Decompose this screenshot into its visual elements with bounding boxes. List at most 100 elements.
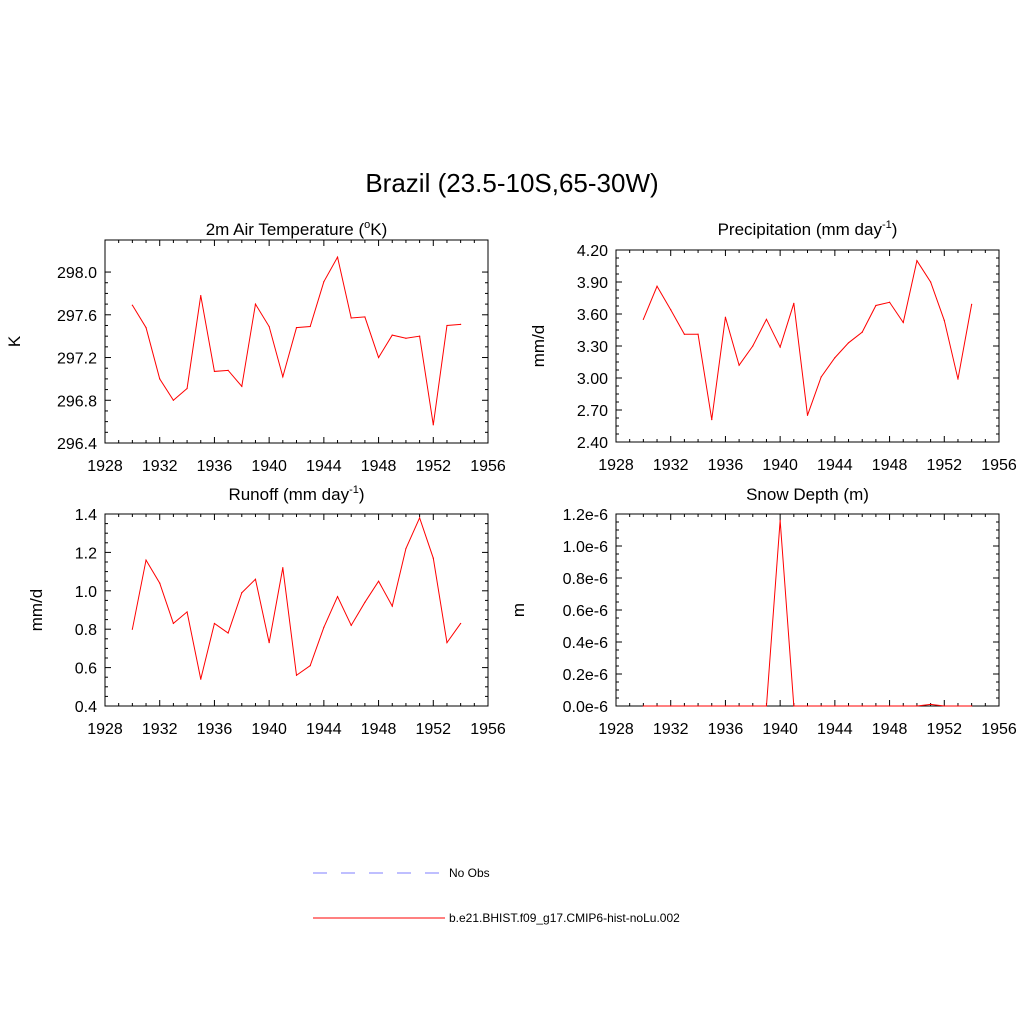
data-point (642, 318, 644, 320)
data-point (902, 705, 904, 707)
data-point (888, 705, 891, 707)
data-point (971, 705, 973, 707)
data-point (213, 622, 216, 625)
x-tick-label: 1952 (415, 458, 451, 475)
panel-title-main: 2m Air Temperature ( (206, 220, 365, 239)
data-point (186, 387, 188, 390)
chart-panels: 1928 1932 1936 1940 1944 1948 1952 1956 296.4 296… (5, 219, 1017, 738)
data-point (391, 334, 393, 336)
x-tick-label: 1936 (197, 721, 233, 738)
y-axis-label: K (5, 335, 24, 347)
data-point (670, 309, 672, 311)
data-point (309, 325, 311, 328)
y-tick-label: 1.2e-6 (563, 507, 608, 524)
data-point (793, 705, 795, 707)
y-axis-label: m (509, 603, 528, 617)
data-point (957, 705, 959, 707)
legend-label-model: b.e21.BHIST.f09_g17.CMIP6-hist-noLu.002 (449, 911, 680, 925)
x-tick-label: 1956 (470, 721, 506, 738)
data-point (943, 705, 945, 707)
data-point (806, 414, 809, 416)
x-tick-label: 1944 (306, 721, 342, 738)
data-point (834, 705, 836, 707)
data-point (697, 705, 699, 707)
data-point (391, 605, 393, 607)
data-point (793, 302, 795, 304)
data-point (943, 319, 945, 321)
data-point (172, 622, 174, 625)
data-point (268, 325, 270, 328)
y-axis-label: mm/d (529, 325, 548, 368)
panel-title: Runoff (mm day-1) (228, 484, 364, 504)
data-point (875, 705, 877, 707)
data-point (738, 705, 740, 707)
y-axis-label: mm/d (27, 589, 46, 632)
y-tick-label: 3.30 (577, 339, 608, 356)
data-point (145, 327, 147, 329)
data-point (254, 303, 257, 305)
data-point (282, 567, 284, 569)
x-tick-label: 1936 (708, 457, 744, 474)
data-point (888, 301, 891, 303)
data-point (930, 703, 932, 706)
y-tick-label: 297.2 (57, 351, 97, 368)
data-point (724, 705, 727, 707)
data-point (405, 547, 407, 550)
y-tick-label: 296.4 (57, 436, 97, 453)
data-point (752, 345, 754, 347)
panel-1: 1928 1932 1936 1940 1944 1948 1952 1956 296.4 296… (5, 219, 506, 475)
data-point (432, 557, 434, 559)
y-tick-label: 3.00 (577, 371, 608, 388)
panel-title-tail: ) (892, 220, 898, 239)
panel-2: 1928 1932 1936 1940 1944 1948 1952 1956 2.40 2.70… (529, 219, 1017, 474)
x-tick-label: 1952 (926, 721, 962, 738)
y-tick-label: 296.8 (57, 393, 97, 410)
data-point (241, 592, 243, 594)
data-point (971, 303, 973, 305)
y-tick-label: 0.8e-6 (563, 571, 608, 588)
data-point (336, 595, 339, 598)
y-tick-label: 1.4 (75, 507, 97, 524)
y-tick-label: 2.40 (577, 435, 608, 452)
data-point (683, 333, 685, 335)
panel-title: Precipitation (mm day-1) (718, 219, 898, 239)
data-point (916, 705, 918, 707)
data-point (364, 601, 366, 603)
y-tick-label: 0.0e-6 (563, 699, 608, 716)
data-point (847, 705, 850, 707)
data-point (186, 611, 188, 613)
data-point (227, 632, 229, 634)
series-line (642, 259, 973, 420)
data-point (779, 519, 781, 522)
x-tick-label: 1956 (981, 457, 1017, 474)
panel-title-tail: K) (370, 220, 387, 239)
plot-frame (104, 513, 489, 707)
main-title: Brazil (23.5-10S,65-30W) (365, 168, 659, 198)
data-point (254, 578, 257, 580)
data-point (295, 327, 298, 329)
data-point (419, 335, 421, 337)
data-point (323, 626, 325, 628)
data-point (779, 346, 781, 348)
y-tick-label: 0.2e-6 (563, 667, 608, 684)
panel-title-superscript: -1 (349, 484, 359, 496)
series-line (131, 255, 461, 425)
panel-title-superscript: -1 (882, 219, 892, 231)
x-tick-label: 1956 (470, 458, 506, 475)
x-tick-label: 1956 (981, 721, 1017, 738)
x-tick-label: 1948 (872, 457, 908, 474)
x-tick-label: 1928 (598, 457, 634, 474)
x-tick-label: 1940 (762, 721, 798, 738)
data-point (916, 260, 918, 262)
data-point (213, 370, 216, 373)
x-tick-label: 1936 (708, 721, 744, 738)
x-tick-label: 1940 (251, 458, 287, 475)
x-tick-label: 1928 (598, 721, 634, 738)
x-tick-label: 1932 (142, 721, 178, 738)
data-point (847, 342, 850, 344)
legend-label-obs: No Obs (449, 866, 490, 880)
data-point (268, 642, 270, 644)
y-tick-label: 298.0 (57, 265, 97, 282)
data-point (902, 321, 904, 324)
